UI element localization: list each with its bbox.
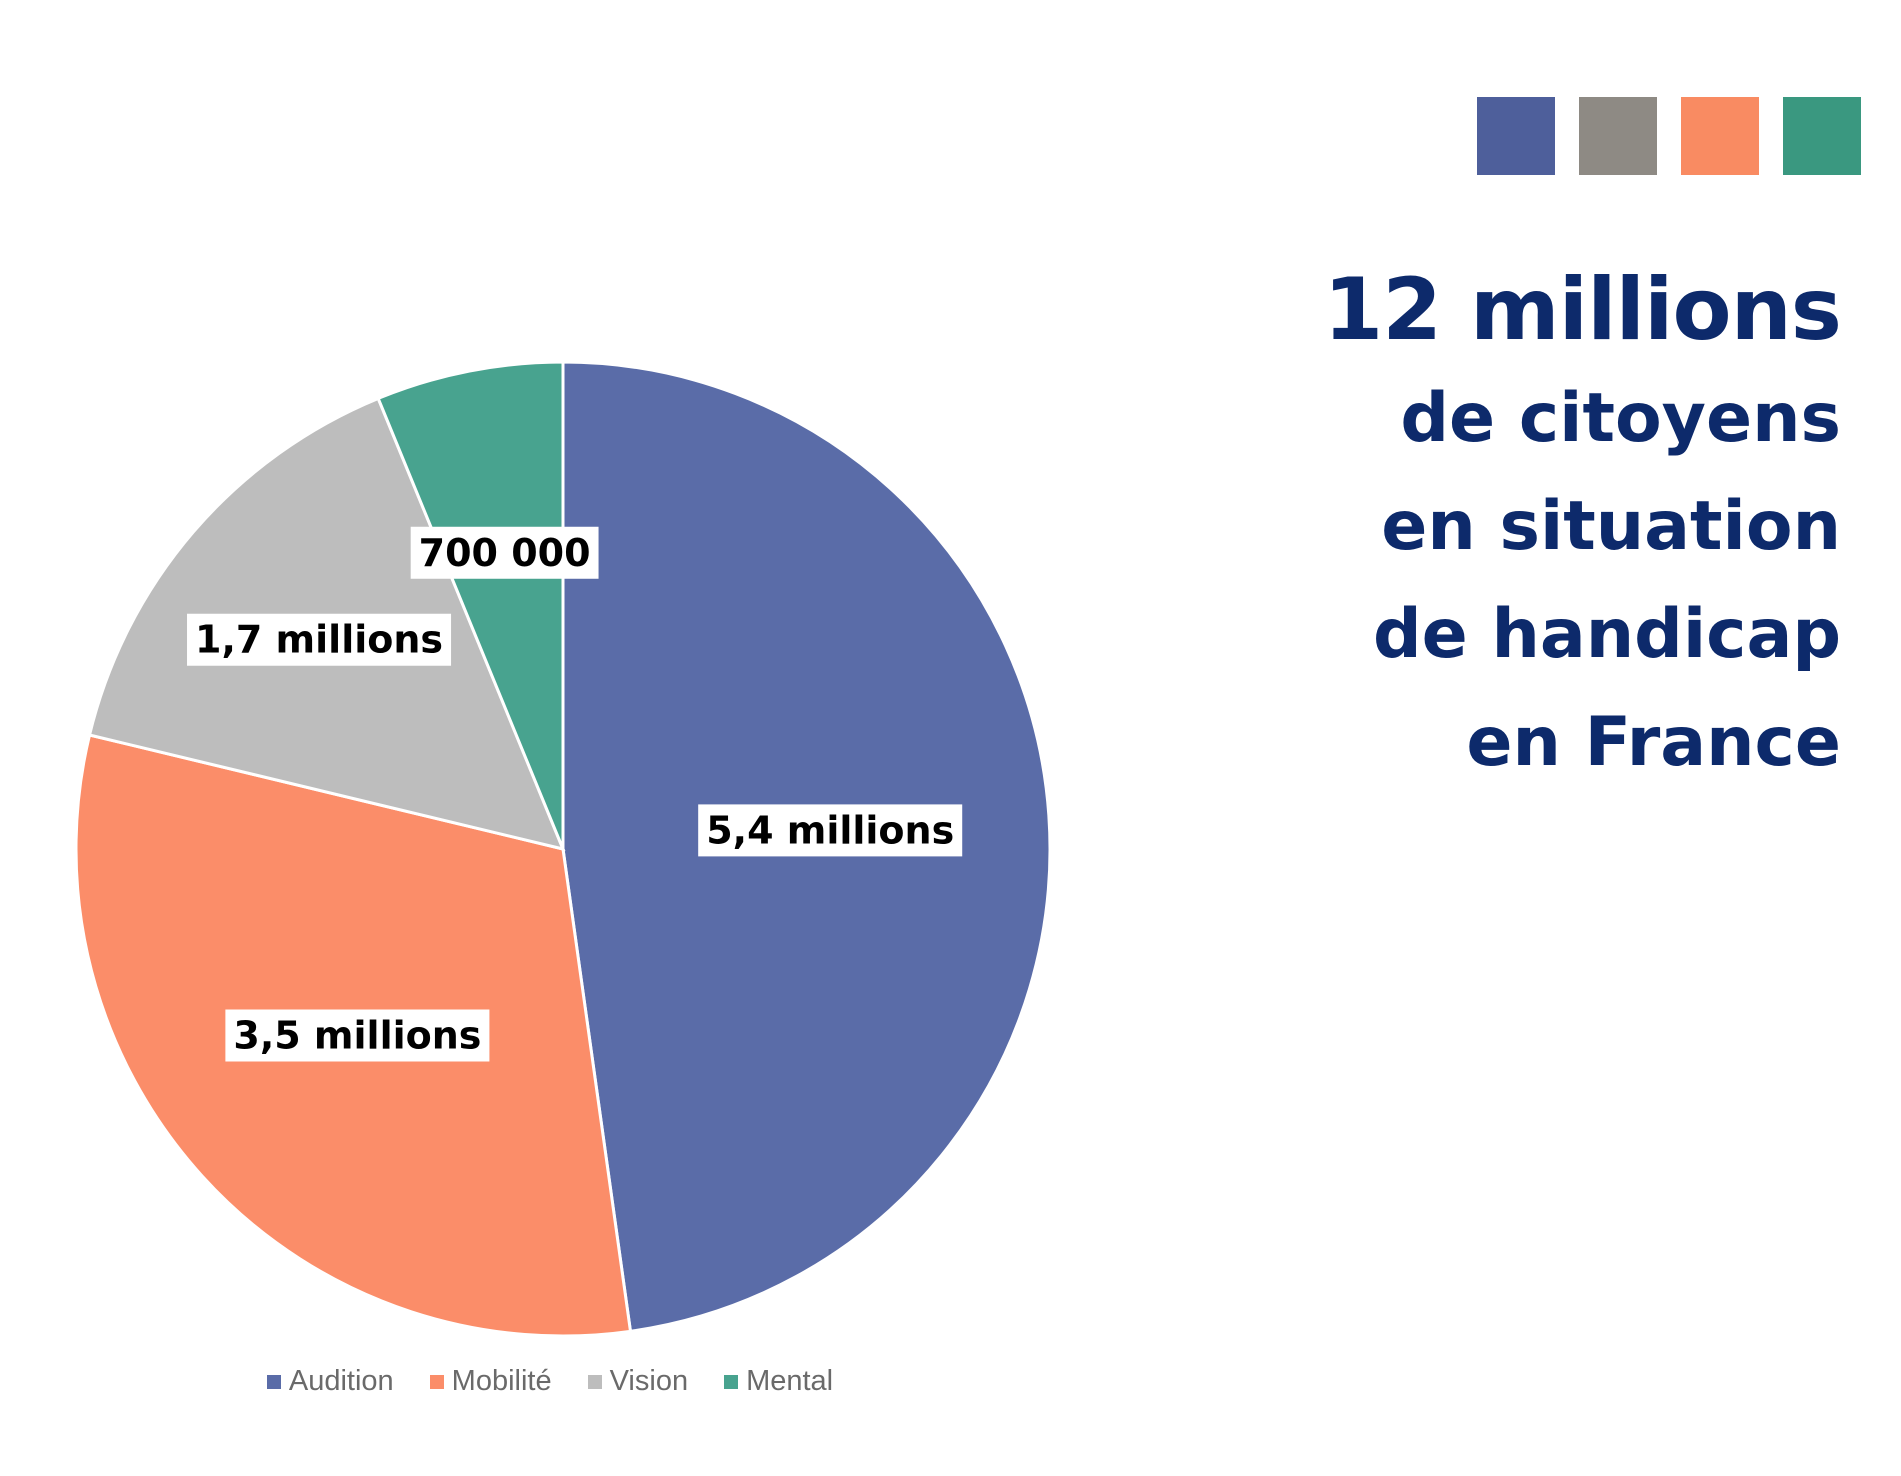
slice-label-text: 700 000 xyxy=(419,531,591,575)
headline-total: 12 millions xyxy=(1323,260,1842,360)
legend-label: Mental xyxy=(746,1365,834,1397)
slice-data-label: 3,5 millions xyxy=(225,1009,490,1062)
slice-data-label: 1,7 millions xyxy=(187,613,452,666)
color-squares xyxy=(1477,97,1861,175)
color-square-2 xyxy=(1579,97,1657,175)
legend-label: Vision xyxy=(609,1365,689,1397)
slice-label-text: 3,5 millions xyxy=(233,1014,481,1058)
legend-item: Vision xyxy=(587,1365,689,1398)
color-square-4 xyxy=(1783,97,1861,175)
legend-item: Mobilité xyxy=(429,1365,552,1398)
legend-swatch xyxy=(266,1374,281,1389)
color-square-3 xyxy=(1681,97,1759,175)
headline-line-3: de handicap xyxy=(1372,595,1841,674)
legend-swatch xyxy=(429,1374,444,1389)
slice-label-text: 5,4 millions xyxy=(706,808,954,852)
color-square-1 xyxy=(1477,97,1555,175)
slice-label-background xyxy=(225,1009,490,1062)
legend-item: Mental xyxy=(724,1365,833,1398)
headline: 12 millions de citoyens en situation de … xyxy=(1323,255,1842,797)
legend-swatch xyxy=(724,1374,739,1389)
slice-label-text: 1,7 millions xyxy=(195,618,443,662)
legend-label: Mobilité xyxy=(451,1365,552,1397)
pie-slice-mental xyxy=(376,360,565,850)
legend-label: Audition xyxy=(288,1365,394,1397)
slice-data-label: 5,4 millions xyxy=(698,804,963,857)
slice-label-background xyxy=(187,613,452,666)
slice-label-background xyxy=(698,804,963,857)
pie-chart: 5,4 millions 3,5 millions 1,7 millions 700 … xyxy=(74,360,1052,1338)
headline-line-4: en France xyxy=(1466,703,1841,782)
chart-legend: Audition Mobilité Vision Mental xyxy=(0,1365,1100,1398)
headline-line-1: de citoyens xyxy=(1400,379,1841,458)
legend-item: Audition xyxy=(266,1365,394,1398)
slice-data-label: 700 000 xyxy=(410,526,599,579)
slice-label-background xyxy=(410,526,599,579)
legend-swatch xyxy=(587,1374,602,1389)
headline-line-2: en situation xyxy=(1381,487,1841,566)
